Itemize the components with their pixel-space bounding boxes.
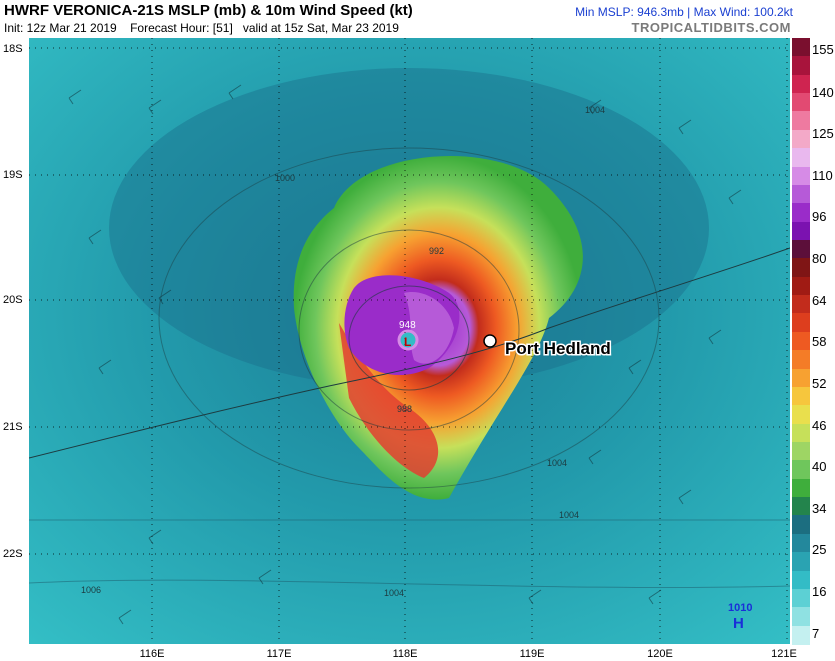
colorbar-segment xyxy=(792,129,810,149)
colorbar-segment xyxy=(792,74,810,94)
colorbar-segment xyxy=(792,515,810,535)
storm-eye xyxy=(397,329,419,351)
colorbar-segment xyxy=(792,460,810,480)
colorbar-tick-label: 58 xyxy=(812,334,827,349)
colorbar-tick-label: 46 xyxy=(812,418,827,433)
colorbar-segment xyxy=(792,166,810,186)
isobar-label: 1004 xyxy=(547,458,567,468)
brand-watermark: TROPICALTIDBITS.COM xyxy=(631,20,791,35)
colorbar-segment xyxy=(792,442,810,461)
coastline xyxy=(29,247,790,459)
colorbar-segment xyxy=(792,368,810,388)
isobar-label: 992 xyxy=(429,246,444,256)
colorbar-tick-label: 52 xyxy=(812,376,827,391)
colorbar-segment xyxy=(792,497,810,517)
isobar-label: 1000 xyxy=(275,173,295,183)
lat-label: 20S xyxy=(3,294,23,306)
min-max-readout: Min MSLP: 946.3mb | Max Wind: 100.2kt xyxy=(575,5,793,19)
init-time: Init: 12z Mar 21 2019 xyxy=(4,21,117,35)
lon-label: 120E xyxy=(647,648,673,660)
lon-label: 119E xyxy=(519,648,545,660)
colorbar-segment xyxy=(792,386,810,406)
colorbar-segment xyxy=(792,295,810,315)
colorbar-tick-label: 155 xyxy=(812,42,834,57)
colorbar-tick-label: 64 xyxy=(812,293,827,308)
colorbar-segment xyxy=(792,625,810,645)
colorbar-tick-label: 140 xyxy=(812,85,834,100)
colorbar-segment xyxy=(792,588,810,608)
colorbar-segment xyxy=(792,478,810,498)
colorbar-segment xyxy=(792,56,810,76)
colorbar-segment xyxy=(792,221,810,241)
colorbar-segment xyxy=(792,570,810,590)
colorbar-segment xyxy=(792,331,810,351)
lat-label: 22S xyxy=(3,548,23,560)
isobar-1006 xyxy=(29,579,790,589)
colorbar-segment xyxy=(792,258,810,278)
colorbar-tick-label: 125 xyxy=(812,126,834,141)
colorbar-tick-label: 7 xyxy=(812,626,820,641)
city-marker xyxy=(483,334,497,348)
low-pressure-symbol: L xyxy=(404,335,411,349)
isobar-label: 1004 xyxy=(585,105,605,115)
isobar-988 xyxy=(348,285,470,391)
map-title: HWRF VERONICA-21S MSLP (mb) & 10m Wind S… xyxy=(4,2,413,19)
colorbar-segment xyxy=(792,240,810,259)
lat-label: 18S xyxy=(3,43,23,55)
colorbar-segment xyxy=(792,38,810,57)
wind-barbs xyxy=(68,84,742,625)
forecast-hour: Forecast Hour: [51] xyxy=(130,21,233,35)
lon-label: 117E xyxy=(266,648,292,660)
colorbar-segment xyxy=(792,203,810,223)
colorbar-segment xyxy=(792,350,810,370)
colorbar-segment xyxy=(792,184,810,204)
isobar-1000 xyxy=(158,147,660,489)
high-pressure-symbol: H xyxy=(733,615,744,632)
lon-label: 116E xyxy=(139,648,165,660)
colorbar-segment xyxy=(792,111,810,131)
city-label: Port Hedland xyxy=(505,339,611,358)
center-pressure-label: 948 xyxy=(399,320,416,331)
colorbar-tick-label: 40 xyxy=(812,459,827,474)
colorbar-segment xyxy=(792,607,810,627)
colorbar-tick-label: 16 xyxy=(812,584,827,599)
map-canvas: 948 L 992 1000 1004 1004 1006 1004 1004 … xyxy=(29,38,790,644)
subtitle-line: Init: 12z Mar 21 2019 Forecast Hour: [51… xyxy=(4,21,399,35)
colorbar-tick-label: 96 xyxy=(812,209,827,224)
colorbar-segment xyxy=(792,276,810,296)
high-pressure-value: 1010 xyxy=(728,602,752,614)
colorbar-tick-label: 34 xyxy=(812,501,827,516)
isobar-label: 1004 xyxy=(559,510,579,520)
lon-label: 118E xyxy=(392,648,418,660)
wind-speed-colorbar xyxy=(792,38,810,645)
lat-label: 19S xyxy=(3,169,23,181)
colorbar-segment xyxy=(792,552,810,572)
colorbar-segment xyxy=(792,93,810,113)
isobar-992 xyxy=(298,229,520,431)
colorbar-segment xyxy=(792,423,810,443)
isobar-label: 1004 xyxy=(384,588,404,598)
colorbar-segment xyxy=(792,148,810,168)
colorbar-segment xyxy=(792,405,810,425)
colorbar-segment xyxy=(792,313,810,333)
lon-label: 121E xyxy=(771,648,797,660)
colorbar-tick-label: 110 xyxy=(812,168,833,183)
valid-time: valid at 15z Sat, Mar 23 2019 xyxy=(242,21,399,35)
lat-label: 21S xyxy=(3,421,23,433)
colorbar-tick-label: 25 xyxy=(812,542,827,557)
isobar-label: 988 xyxy=(397,404,412,414)
wind-band-south xyxy=(339,323,439,478)
colorbar-tick-label: 80 xyxy=(812,251,827,266)
colorbar-segment xyxy=(792,533,810,553)
isobar-label: 1006 xyxy=(81,585,101,595)
map-panel: 948 L 992 1000 1004 1004 1006 1004 1004 … xyxy=(29,38,790,644)
